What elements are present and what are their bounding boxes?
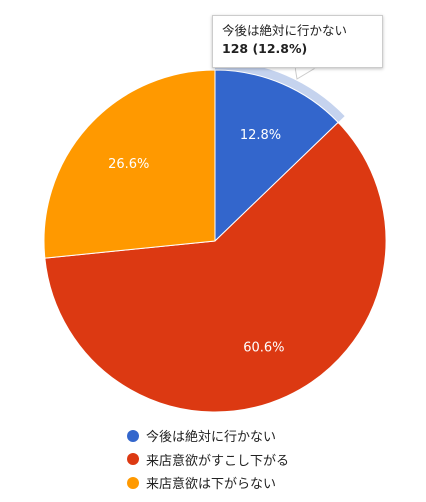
legend-swatch (127, 476, 139, 489)
tooltip: 今後は絶対に行かない 128 (12.8%) (212, 15, 383, 68)
pie-slice[interactable] (44, 121, 387, 413)
tooltip-title: 今後は絶対に行かない (222, 23, 348, 38)
tooltip-value: 128 (12.8%) (222, 41, 308, 56)
legend-label: 今後は絶対に行かない (146, 430, 277, 446)
pie-slice[interactable] (43, 69, 216, 259)
slice-label: 12.8% (240, 128, 281, 143)
pie-slice[interactable] (214, 69, 339, 243)
slice-label: 60.6% (243, 341, 284, 356)
legend-swatch (127, 429, 139, 442)
legend-swatch (127, 453, 139, 466)
legend-item[interactable]: 今後は絶対に行かない (127, 424, 289, 448)
tooltip-pointer (295, 67, 318, 80)
legend-label: 来店意欲は下がらない (146, 477, 277, 493)
legend-item[interactable]: 来店意欲がすこし下がる (127, 448, 289, 472)
legend-label: 来店意欲がすこし下がる (146, 453, 290, 469)
legend: 今後は絶対に行かない 来店意欲がすこし下がる 来店意欲は下がらない (127, 424, 289, 495)
legend-item[interactable]: 来店意欲は下がらない (127, 471, 289, 495)
pie-chart: 12.8% 60.6% 26.6% (43, 61, 387, 413)
slice-label: 26.6% (108, 157, 149, 172)
